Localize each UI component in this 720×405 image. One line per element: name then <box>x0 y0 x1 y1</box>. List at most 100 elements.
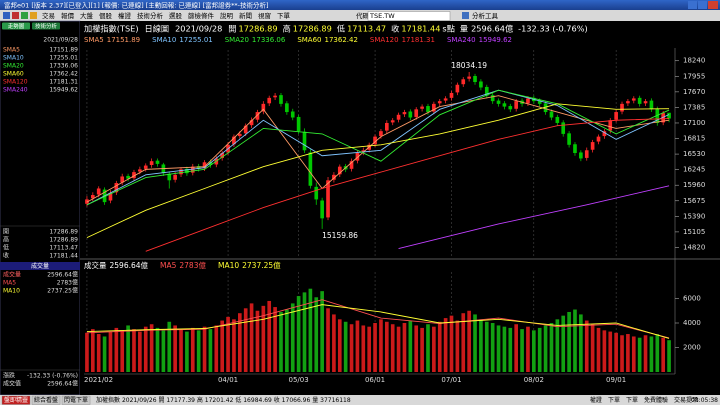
menu-item[interactable]: 篩檢條件 <box>188 11 215 20</box>
status-link[interactable]: 交易提示 <box>674 396 698 404</box>
code-input-text[interactable]: TSE.TW <box>369 12 395 20</box>
status-link[interactable]: 免費體驗 <box>644 396 668 404</box>
status-button-label[interactable]: 綜合看盤 <box>34 396 58 404</box>
code-label: 代碼 <box>356 11 370 20</box>
candle-body <box>143 165 148 169</box>
candle-body <box>467 76 471 79</box>
menu-item[interactable]: 說明 <box>220 11 234 20</box>
left-sma-value: 15949.62 <box>49 87 78 94</box>
legend-value: 15949.62 <box>479 36 512 44</box>
menu-icon[interactable] <box>30 12 37 19</box>
menu-item[interactable]: 權證 <box>118 11 132 20</box>
volume-bar <box>261 305 266 372</box>
menu-item[interactable]: 下單 <box>277 12 291 20</box>
volume-bar <box>531 330 536 372</box>
volume-bar <box>437 321 442 372</box>
menu-icon[interactable] <box>3 12 10 19</box>
tools-menu[interactable]: 分析工具 <box>472 11 499 20</box>
legend-value: 17336.06 <box>252 36 286 44</box>
close-button[interactable] <box>708 1 718 9</box>
volume-bar <box>214 325 219 372</box>
volume-bar <box>655 334 660 372</box>
volume-bar <box>355 320 360 372</box>
x-tick-label: 04/01 <box>218 376 238 384</box>
moving-average-line <box>86 304 670 339</box>
menu-item[interactable]: 大盤 <box>80 11 94 20</box>
volume-bar <box>590 324 595 372</box>
maximize-button[interactable] <box>698 1 707 9</box>
legend-name: SMA20 <box>225 36 249 44</box>
y-tick-label: 15390 <box>683 212 705 220</box>
menu-icon[interactable] <box>21 12 28 19</box>
volume-bar <box>373 323 377 372</box>
x-tick-label: 2021/02 <box>84 376 113 384</box>
status-link[interactable]: 權證 <box>590 396 602 404</box>
status-button-label[interactable]: 盤即精靈 <box>4 396 28 404</box>
menu-icon[interactable] <box>12 12 19 19</box>
menu-item[interactable]: 交易 <box>42 11 55 20</box>
candle-body <box>173 174 177 180</box>
candle-body <box>555 116 560 123</box>
left-change-label: 漲跌 <box>3 372 15 380</box>
tab-label[interactable]: 走勢圖 <box>8 22 25 30</box>
vol-ma-name: MA10 <box>218 261 239 270</box>
candle-body <box>396 114 401 120</box>
x-tick-label: 05/03 <box>289 376 309 384</box>
candle-body <box>261 103 266 112</box>
candle-body <box>337 166 342 175</box>
tab-label[interactable]: 技術分析 <box>35 22 58 30</box>
menu-item[interactable]: 個股 <box>99 11 113 20</box>
menu-item[interactable]: 新聞 <box>239 11 252 20</box>
tool-icon[interactable] <box>462 12 469 19</box>
volume-value: 2596.64億 <box>110 260 149 270</box>
status-link[interactable]: 下單 <box>626 397 638 404</box>
candle-body <box>579 152 583 159</box>
menu-item[interactable]: 選股 <box>169 11 183 20</box>
candle-body <box>243 125 248 134</box>
left-ohlc-value: 17286.89 <box>49 237 78 244</box>
tab[interactable] <box>2 22 30 30</box>
candle-body <box>179 169 183 175</box>
volume-bar <box>384 321 389 372</box>
volume-bar <box>396 326 401 372</box>
volume-bar <box>537 327 542 372</box>
volume-bar <box>631 336 636 372</box>
volume-bar <box>243 308 248 372</box>
candle-body <box>332 174 336 180</box>
volume-bar <box>637 337 642 372</box>
code-input[interactable] <box>367 11 451 21</box>
volume-bar <box>185 331 189 372</box>
left-volume-header: 成交量 <box>31 262 49 270</box>
candle-body <box>596 136 601 142</box>
volume-title: 成交量 <box>84 260 107 270</box>
minimize-button[interactable] <box>688 1 697 9</box>
volume-bar <box>114 327 119 372</box>
left-sma-value: 17181.31 <box>49 79 78 86</box>
high-label: 高 <box>283 24 291 34</box>
y-tick-label: 16815 <box>683 135 705 143</box>
volume-bar <box>120 330 125 372</box>
left-sma-name: SMA120 <box>3 79 28 86</box>
candle-body <box>655 108 660 123</box>
menu-item[interactable]: 視窗 <box>258 11 272 20</box>
candle-body <box>626 101 630 104</box>
status-link[interactable]: 下單 <box>608 397 620 404</box>
tab[interactable] <box>32 22 60 30</box>
candle-body <box>455 84 460 93</box>
candle-body <box>490 95 495 102</box>
menu-item[interactable]: 技術分析 <box>137 11 164 20</box>
volume-bar <box>237 313 242 372</box>
volume-bar <box>649 336 654 372</box>
vol-ma-value: 2783億 <box>179 260 206 270</box>
volume-bar <box>520 329 524 372</box>
legend-name: SMA10 <box>152 36 176 44</box>
legend-name: SMA120 <box>370 36 399 44</box>
candle-body <box>255 112 260 120</box>
volume-bar <box>132 329 136 372</box>
left-sma-name: SMA10 <box>3 55 24 62</box>
candle-body <box>408 111 413 118</box>
menu-item[interactable]: 報價 <box>61 11 75 20</box>
status-button-label[interactable]: 閃電下單 <box>64 397 88 404</box>
candle-body <box>661 113 666 123</box>
